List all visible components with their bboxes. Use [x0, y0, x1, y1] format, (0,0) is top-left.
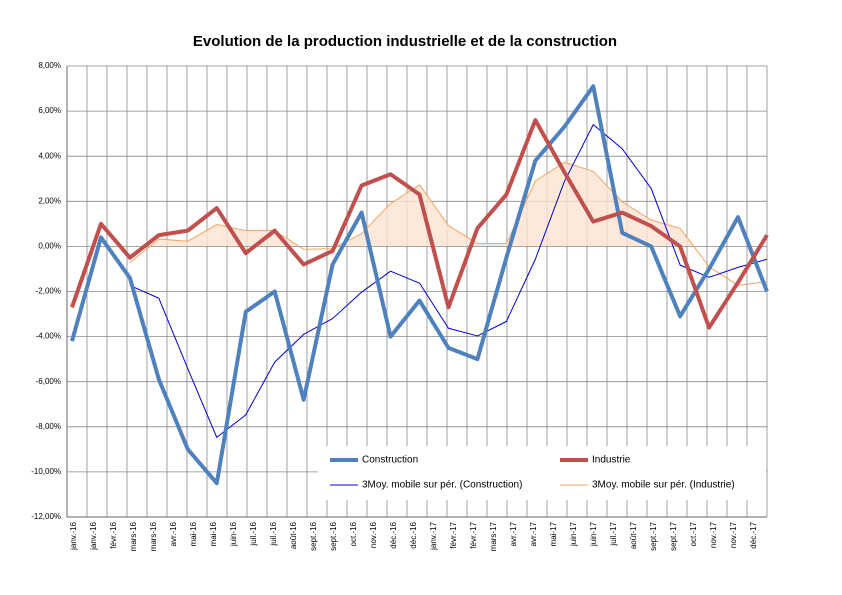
x-tick-label: mars-17	[489, 521, 498, 551]
y-tick-label: -6,00%	[36, 377, 61, 386]
y-tick-label: 4,00%	[38, 151, 61, 160]
y-tick-label: 2,00%	[38, 196, 61, 205]
x-tick-label: juin-17	[569, 521, 578, 547]
x-tick-label: mai-17	[549, 521, 558, 546]
x-tick-label: sept.-17	[649, 521, 658, 550]
legend-label: 3Moy. mobile sur pér. (Industrie)	[592, 480, 735, 491]
y-tick-label: -10,00%	[31, 467, 61, 476]
x-tick-label: janv.-16	[89, 521, 98, 550]
x-tick-label: déc.-17	[749, 521, 758, 548]
legend-label: Construction	[362, 455, 418, 466]
chart-title: Evolution de la production industrielle …	[193, 33, 617, 50]
x-tick-label: nov.-17	[729, 521, 738, 548]
legend-label: 3Moy. mobile sur pér. (Construction)	[362, 480, 522, 491]
x-tick-label: juin-17	[589, 521, 598, 547]
x-tick-label: nov.-16	[369, 521, 378, 548]
x-tick-label: déc.-16	[409, 521, 418, 548]
x-tick-label: nov.-17	[709, 521, 718, 548]
x-tick-label: août-17	[629, 521, 638, 549]
y-tick-label: -12,00%	[31, 512, 61, 521]
legend-box	[318, 446, 766, 500]
x-tick-label: avr.-16	[169, 521, 178, 546]
x-tick-label: juil.-16	[269, 521, 278, 546]
line	[70, 84, 769, 486]
x-tick-label: mars-16	[129, 521, 138, 551]
y-tick-label: -2,00%	[36, 287, 61, 296]
x-tick-label: oct.-16	[349, 521, 358, 546]
x-tick-label: févr.-17	[469, 521, 478, 548]
x-tick-label: mai-16	[209, 521, 218, 546]
line	[129, 161, 768, 286]
x-tick-label: sept.-17	[669, 521, 678, 550]
x-tick-label: févr.-17	[449, 521, 458, 548]
x-tick-label: mars-16	[149, 521, 158, 551]
y-tick-label: 8,00%	[38, 61, 61, 70]
x-tick-label: avr.-17	[509, 521, 518, 546]
x-tick-label: juil.-17	[609, 521, 618, 546]
x-tick-label: juin-16	[229, 521, 238, 547]
x-tick-label: sept.-16	[309, 521, 318, 550]
line	[70, 118, 769, 330]
x-tick-label: déc.-16	[389, 521, 398, 548]
legend-label: Industrie	[592, 455, 631, 466]
y-tick-label: -4,00%	[36, 332, 61, 341]
x-tick-label: août-16	[289, 521, 298, 549]
y-tick-label: 0,00%	[38, 242, 61, 251]
y-tick-label: 6,00%	[38, 106, 61, 115]
x-tick-label: juil.-16	[249, 521, 258, 546]
x-tick-label: oct.-17	[689, 521, 698, 546]
x-tick-label: mai-16	[189, 521, 198, 546]
x-tick-label: janv.-16	[69, 521, 78, 550]
line	[129, 124, 768, 438]
x-tick-label: avr.-17	[529, 521, 538, 546]
x-tick-label: janv.-17	[429, 521, 438, 550]
x-tick-label: févr.-16	[109, 521, 118, 548]
y-tick-label: -8,00%	[36, 422, 61, 431]
x-tick-label: sept.-16	[329, 521, 338, 550]
